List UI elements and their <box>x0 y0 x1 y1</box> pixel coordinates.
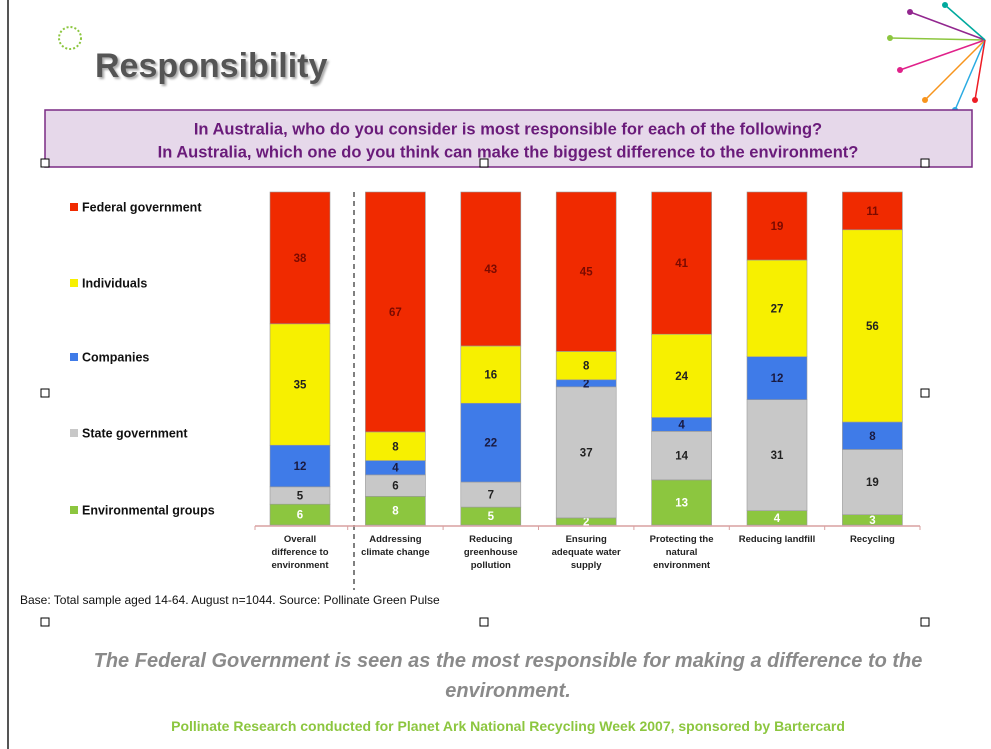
x-tick-label: Protecting the natural environment <box>643 533 721 572</box>
data-label: 13 <box>675 497 688 509</box>
data-label: 19 <box>771 221 784 233</box>
subtitle: In Australia, who do you consider is mos… <box>194 120 822 138</box>
legend-swatch <box>70 203 78 211</box>
legend-label: Individuals <box>82 276 147 290</box>
data-label: 2 <box>583 378 589 390</box>
data-label: 41 <box>675 258 688 270</box>
data-label: 19 <box>866 477 879 489</box>
data-label: 37 <box>580 447 593 459</box>
data-label: 43 <box>484 264 497 276</box>
legend-label: Environmental groups <box>82 503 215 517</box>
data-label: 4 <box>678 419 685 431</box>
data-label: 8 <box>583 361 590 373</box>
data-label: 27 <box>771 303 784 315</box>
legend-swatch <box>70 429 78 437</box>
data-label: 8 <box>392 506 399 518</box>
data-label: 4 <box>774 513 781 525</box>
data-label: 2 <box>583 516 589 528</box>
slide: Responsibility In Australia, who do you … <box>0 0 991 749</box>
data-label: 14 <box>675 451 688 463</box>
data-label: 31 <box>771 450 784 462</box>
x-tick-label: Overall difference to environment <box>261 533 339 572</box>
decoration <box>887 2 985 113</box>
data-label: 8 <box>392 441 399 453</box>
data-label: 35 <box>294 380 307 392</box>
data-label: 5 <box>488 511 495 523</box>
slide-title: Responsibility <box>95 47 327 85</box>
data-label: 38 <box>294 253 307 265</box>
logo-ring <box>59 27 81 49</box>
footer: Pollinate Research conducted for Planet … <box>0 718 991 734</box>
data-label: 67 <box>389 307 402 319</box>
data-label: 56 <box>866 321 879 333</box>
annotation: The Federal Government is seen as the mo… <box>48 646 968 706</box>
data-label: 6 <box>297 510 303 522</box>
data-label: 12 <box>771 373 784 385</box>
data-label: 24 <box>675 371 688 383</box>
data-label: 16 <box>484 370 497 382</box>
data-label: 45 <box>580 267 593 279</box>
data-label: 5 <box>297 491 304 503</box>
note: Base: Total sample aged 14-64. August n=… <box>20 593 440 607</box>
x-tick-label: Addressing climate change <box>356 533 434 559</box>
legend-label: Companies <box>82 350 149 364</box>
legend-label: State government <box>82 426 188 440</box>
legend-swatch <box>70 506 78 514</box>
subtitle: In Australia, which one do you think can… <box>158 143 859 161</box>
data-label: 8 <box>869 431 876 443</box>
legend-swatch <box>70 279 78 287</box>
x-tick-label: Ensuring adequate water supply <box>547 533 625 572</box>
data-label: 22 <box>484 438 497 450</box>
x-tick-label: Reducing landfill <box>738 533 816 546</box>
legend-label: Federal government <box>82 200 202 214</box>
data-label: 6 <box>392 481 398 493</box>
data-label: 11 <box>866 206 879 218</box>
data-label: 7 <box>488 490 494 502</box>
x-tick-label: Recycling <box>833 533 911 546</box>
data-label: 3 <box>869 515 875 527</box>
data-label: 4 <box>392 463 399 475</box>
data-label: 12 <box>294 461 307 473</box>
chart: Responsibility In Australia, who do you … <box>0 0 991 749</box>
x-tick-label: Reducing greenhouse pollution <box>452 533 530 572</box>
legend-swatch <box>70 353 78 361</box>
